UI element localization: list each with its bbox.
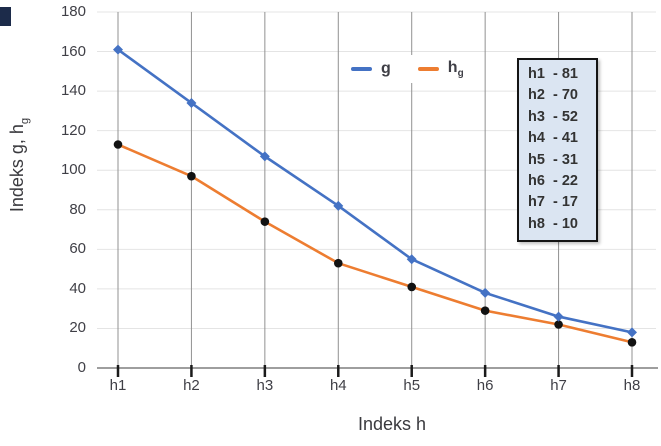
y-tick-label: 140	[60, 82, 86, 100]
y-tick-label: 20	[69, 319, 86, 337]
y-tick-label: 120	[60, 121, 86, 139]
y-tick-label: 80	[69, 200, 86, 218]
data-point-marker-hg	[480, 306, 490, 315]
annotation-row: h2 - 70	[528, 87, 578, 104]
data-point-marker-hg	[407, 282, 417, 292]
data-point-marker-g	[480, 287, 491, 298]
y-axis-labels: 0 20 40 60 80 100 120 140 160 180	[38, 0, 86, 446]
annotation-row: h1 - 81	[528, 66, 578, 82]
data-point-marker-hg	[554, 320, 563, 329]
chart-legend: g hg	[341, 55, 474, 84]
corner-decoration	[0, 7, 11, 26]
y-tick-label: 60	[69, 240, 86, 258]
data-point-marker-g	[186, 97, 197, 108]
data-point-marker-hg	[113, 140, 123, 149]
data-point-marker-g	[113, 44, 123, 55]
data-point-marker-g	[627, 327, 637, 338]
data-point-marker-hg	[260, 217, 270, 226]
x-tick-label: h4	[329, 377, 347, 394]
annotation-row: h5 - 31	[528, 151, 578, 168]
annotation-row: h6 - 22	[528, 173, 578, 190]
data-point-marker-hg	[333, 258, 343, 268]
x-tick-label: h8	[623, 377, 641, 394]
y-axis-title-text: Indeks g, h	[7, 124, 28, 213]
data-point-marker-g	[333, 200, 344, 211]
y-tick-label: 40	[69, 279, 86, 297]
y-tick-label: 100	[60, 161, 86, 179]
data-point-marker-hg	[187, 171, 196, 181]
annotation-row: h7 - 17	[528, 194, 578, 211]
data-point-marker-g	[553, 311, 564, 322]
x-tick-label: h1	[109, 377, 127, 394]
legend-item-g: g	[351, 60, 391, 78]
x-tick-label: h2	[183, 377, 200, 394]
x-axis-title: Indeks h	[357, 414, 427, 434]
x-axis-labels: h1 h2 h3 h4 h5 h6 h7 h8	[0, 377, 661, 397]
legend-label-hg: hg	[447, 59, 464, 80]
data-point-marker-g	[259, 151, 270, 162]
legend-swatch-g	[351, 67, 372, 72]
y-tick-label: 160	[60, 42, 86, 60]
series-line-g	[116, 48, 634, 334]
annotation-row: h4 - 41	[528, 130, 578, 147]
annotation-row: h3 - 52	[528, 108, 578, 125]
annotation-row: h8 - 10	[528, 215, 578, 232]
annotation-box: h1 - 81 h2 - 70 h3 - 52 h4 - 41 h5 - 31 h6 - …	[517, 58, 598, 243]
y-tick-label: 0	[77, 359, 86, 376]
legend-item-hg: hg	[417, 59, 464, 80]
legend-swatch-hg	[417, 67, 439, 72]
y-tick-label: 180	[60, 3, 86, 20]
legend-label-g: g	[381, 60, 391, 78]
x-tick-label: h7	[550, 377, 567, 394]
data-point-marker-g	[406, 254, 417, 265]
x-tick-label: h5	[403, 377, 421, 394]
series-line-hg	[116, 143, 634, 344]
y-axis-title-subscript: g	[18, 117, 31, 125]
y-axis-title: Indeks g, hg	[7, 118, 31, 212]
data-point-marker-hg	[627, 337, 637, 347]
x-tick-label: h3	[256, 377, 274, 394]
x-tick-label: h6	[476, 377, 494, 394]
